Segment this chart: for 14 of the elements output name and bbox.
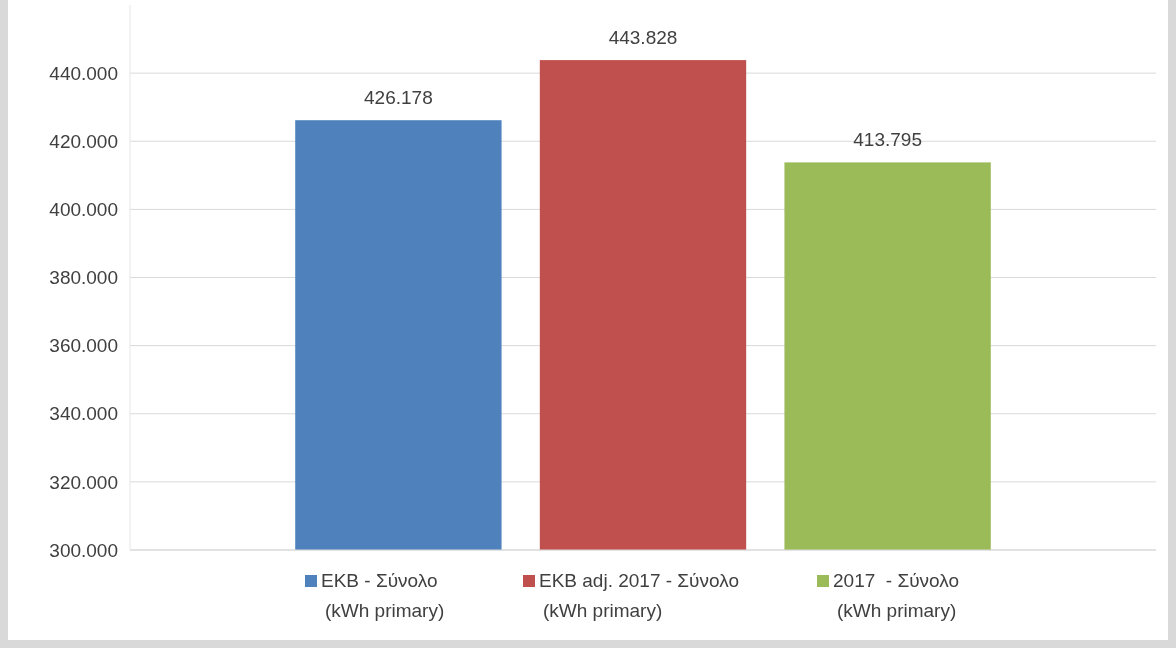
y-tick-label: 360.000 (49, 335, 118, 357)
y-tick-label: 380.000 (49, 267, 118, 289)
legend-label: ΕΚΒ adj. 2017 - Σύνολο (kWh primary) (539, 570, 739, 621)
y-tick-label: 300.000 (49, 539, 118, 561)
y-tick-label: 340.000 (49, 403, 118, 425)
data-label: 426.178 (364, 87, 433, 109)
y-tick-label: 400.000 (49, 199, 118, 221)
y-tick-label: 320.000 (49, 471, 118, 493)
y-tick-label: 440.000 (49, 62, 118, 84)
legend-label: ΕΚΒ - Σύνολο (kWh primary) (321, 570, 445, 621)
data-label: 413.795 (853, 129, 922, 151)
legend-label: 2017 - Σύνολο (kWh primary) (833, 570, 960, 621)
data-label: 443.828 (608, 27, 678, 49)
y-tick-label: 420.000 (49, 130, 118, 152)
